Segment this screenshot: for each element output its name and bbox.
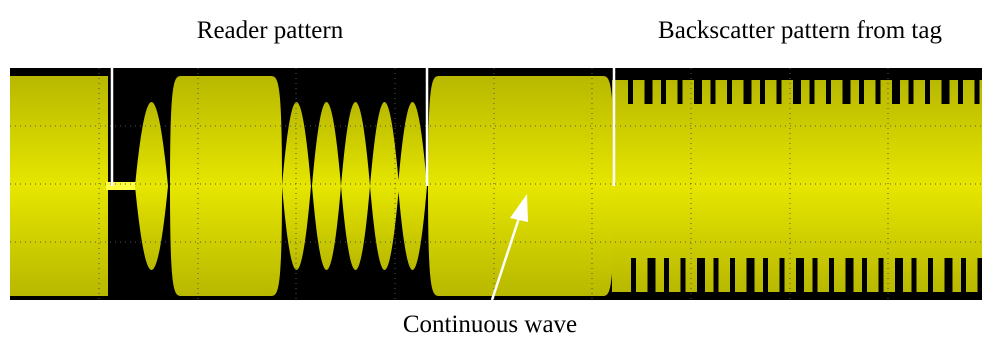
gap-top: [727, 80, 732, 104]
envelope-block: [170, 76, 282, 296]
gap-top: [711, 80, 716, 104]
envelope-block: [428, 76, 614, 296]
gap-top: [661, 80, 666, 104]
figure: Reader pattern Backscatter pattern from …: [0, 0, 982, 342]
gap-bottom: [796, 258, 804, 292]
waveform: [10, 76, 982, 296]
gap-top: [678, 80, 683, 104]
gap-top: [892, 80, 900, 104]
gap-top: [694, 80, 702, 104]
gap-top: [793, 80, 801, 104]
gap-top: [909, 80, 914, 104]
gap-top: [777, 80, 782, 104]
gap-bottom: [697, 258, 705, 292]
backscatter-label: Backscatter pattern from tag: [658, 17, 942, 44]
gap-bottom: [928, 258, 933, 292]
gap-bottom: [780, 258, 785, 292]
gap-top: [843, 80, 851, 104]
gap-bottom: [862, 258, 867, 292]
gap-bottom: [648, 258, 656, 292]
gap-bottom: [912, 258, 917, 292]
gap-top: [876, 80, 881, 104]
gap-top: [859, 80, 864, 104]
gap-bottom: [978, 258, 982, 292]
gap-top: [760, 80, 765, 104]
gap-top: [925, 80, 930, 104]
gap-top: [645, 80, 653, 104]
gap-bottom: [747, 258, 755, 292]
gap-top: [826, 80, 831, 104]
gap-bottom: [879, 258, 884, 292]
gap-top: [958, 80, 963, 104]
gap-top: [628, 80, 633, 104]
gap-bottom: [730, 258, 735, 292]
gap-top: [942, 80, 950, 104]
gap-top: [744, 80, 752, 104]
continuous-label: Continuous wave: [403, 311, 577, 338]
gap-bottom: [846, 258, 854, 292]
gap-bottom: [631, 258, 636, 292]
gap-bottom: [664, 258, 669, 292]
gap-bottom: [763, 258, 768, 292]
gap-top: [975, 80, 980, 104]
gap-bottom: [961, 258, 966, 292]
reader-label: Reader pattern: [197, 17, 344, 44]
gap-top: [810, 80, 815, 104]
gap-bottom: [895, 258, 903, 292]
gap-bottom: [681, 258, 686, 292]
gap-bottom: [945, 258, 953, 292]
gap-bottom: [714, 258, 719, 292]
page: Reader pattern Backscatter pattern from …: [0, 0, 982, 342]
gap-bottom: [813, 258, 818, 292]
cw-start: [10, 76, 108, 296]
gap-bottom: [829, 258, 834, 292]
